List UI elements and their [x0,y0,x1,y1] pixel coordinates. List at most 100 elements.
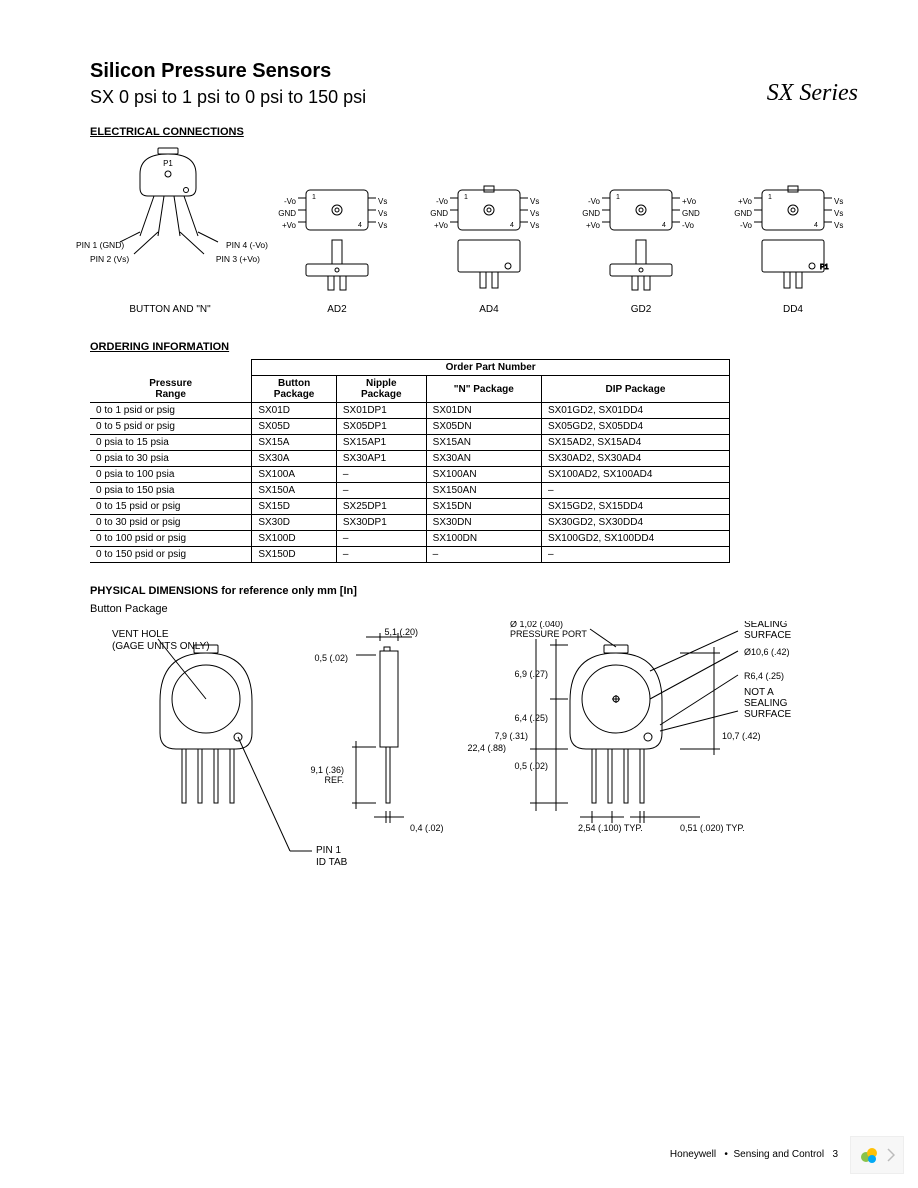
svg-text:Vs: Vs [378,221,387,230]
svg-text:-Vo: -Vo [588,197,601,206]
svg-text:GND: GND [582,209,600,218]
table-cell: SX30GD2, SX30DD4 [541,515,729,531]
dim-d10: 2,54 (.100) TYP. [578,823,643,833]
table-cell: – [336,531,426,547]
pin3-label: PIN 3 (+Vo) [216,254,260,264]
dim-d6: 6,4 (.25) [514,713,548,723]
table-row: 0 to 100 psid or psigSX100D–SX100DNSX100… [90,531,730,547]
table-cell: SX150A [252,483,337,499]
table-cell: SX05D [252,419,337,435]
table-row: 0 psia to 150 psiaSX150A–SX150AN– [90,483,730,499]
svg-text:Vs: Vs [834,209,843,218]
table-row: 0 to 150 psid or psigSX150D––– [90,547,730,563]
dim-port: Ø 1,02 (.040)PRESSURE PORT [510,621,587,639]
svg-text:1: 1 [464,194,468,201]
pin4-label: PIN 4 (-Vo) [226,240,268,250]
electrical-heading: ELECTRICAL CONNECTIONS [90,126,868,138]
table-cell: 0 to 5 psid or psig [90,419,252,435]
dim-d11: 10,7 (.42) [722,731,761,741]
svg-text:+Vo: +Vo [738,197,753,206]
table-row: 0 psia to 100 psiaSX100A–SX100ANSX100AD2… [90,467,730,483]
dim-d5: 6,9 (.27) [514,669,548,679]
dim-d4: 0,4 (.02) [410,823,444,833]
package-DD4: P1 1 4 +VoGND-Vo VsVsVs DD4 [724,184,862,315]
footer-bullet: • [724,1149,728,1160]
table-row: 0 psia to 30 psiaSX30ASX30AP1SX30ANSX30A… [90,451,730,467]
package-AD4: 1 4 -VoGND+Vo VsVsVs AD4 [420,184,558,315]
ordering-heading: ORDERING INFORMATION [90,341,868,353]
svg-text:4: 4 [358,222,362,229]
svg-text:P1: P1 [820,264,829,271]
dim-d12: 0,51 (.020) TYP. [680,823,745,833]
table-cell: – [426,547,541,563]
table-cell: SX01DN [426,403,541,419]
table-cell: SX15AD2, SX15AD4 [541,435,729,451]
dip-packages: 1 4 -VoGND+Vo VsVsVs AD2 1 4 -VoGND+Vo V… [268,184,862,315]
svg-text:Vs: Vs [834,197,843,206]
table-cell: 0 to 150 psid or psig [90,547,252,563]
table-cell: 0 psia to 30 psia [90,451,252,467]
p1-label: P1 [163,159,173,168]
table-cell: SX01D [252,403,337,419]
svg-text:Vs: Vs [378,197,387,206]
table-cell: SX100A [252,467,337,483]
svg-text:GND: GND [682,209,700,218]
title-block: Silicon Pressure Sensors SX 0 psi to 1 p… [90,60,366,108]
header: Silicon Pressure Sensors SX 0 psi to 1 p… [90,60,868,108]
svg-text:GND: GND [430,209,448,218]
table-cell: SX05DP1 [336,419,426,435]
dim-rad: R6,4 (.25) [744,671,784,681]
table-cell: – [336,483,426,499]
col-pressure: Pressure Range [90,360,252,403]
svg-text:Vs: Vs [530,209,539,218]
svg-text:-Vo: -Vo [682,221,695,230]
physical-heading: PHYSICAL DIMENSIONS for reference only m… [90,585,868,597]
viewer-toolbar[interactable] [850,1136,904,1174]
table-row: 0 to 1 psid or psigSX01DSX01DP1SX01DNSX0… [90,403,730,419]
svg-text:1: 1 [616,194,620,201]
pin2-label: PIN 2 (Vs) [90,254,129,264]
svg-text:-Vo: -Vo [740,221,753,230]
dim-d9: 22,4 (.88) [467,743,506,753]
table-cell: 0 to 15 psid or psig [90,499,252,515]
table-cell: SX01DP1 [336,403,426,419]
table-cell: 0 to 1 psid or psig [90,403,252,419]
table-cell: SX150D [252,547,337,563]
table-cell: SX15GD2, SX15DD4 [541,499,729,515]
table-cell: SX25DP1 [336,499,426,515]
table-cell: – [541,483,729,499]
package-AD2: 1 4 -VoGND+Vo VsVsVs AD2 [268,184,406,315]
svg-text:Vs: Vs [378,209,387,218]
table-col: ButtonPackage [252,376,337,403]
svg-text:+Vo: +Vo [434,221,449,230]
table-cell: SX15A [252,435,337,451]
notseal-label: NOT ASEALINGSURFACE [744,687,792,720]
button-caption: BUTTON AND "N" [129,304,210,315]
table-cell: 0 to 100 psid or psig [90,531,252,547]
svg-text:+Vo: +Vo [282,221,297,230]
footer-company: Honeywell [670,1149,716,1160]
table-cell: SX30AP1 [336,451,426,467]
table-cell: SX30AN [426,451,541,467]
dim-d1: 5,1 (.20) [384,627,418,637]
dim-d7: 7,9 (.31) [494,731,528,741]
table-cell: SX100D [252,531,337,547]
ordering-table: Pressure Range Order Part Number ButtonP… [90,359,730,563]
table-cell: 0 psia to 100 psia [90,467,252,483]
dim-d2: 0,5 (.02) [314,653,348,663]
svg-text:+Vo: +Vo [682,197,697,206]
svg-text:-Vo: -Vo [436,197,449,206]
svg-text:4: 4 [662,222,666,229]
table-cell: SX15AP1 [336,435,426,451]
table-cell: SX100AD2, SX100AD4 [541,467,729,483]
chevron-right-icon [887,1148,895,1162]
table-row: 0 psia to 15 psiaSX15ASX15AP1SX15ANSX15A… [90,435,730,451]
table-cell: – [541,547,729,563]
svg-text:-Vo: -Vo [284,197,297,206]
svg-text:GND: GND [734,209,752,218]
footer-page: 3 [832,1149,838,1160]
table-cell: SX100DN [426,531,541,547]
table-cell: SX15D [252,499,337,515]
dim-d3: 9,1 (.36)REF. [310,765,344,785]
svg-text:Vs: Vs [530,197,539,206]
